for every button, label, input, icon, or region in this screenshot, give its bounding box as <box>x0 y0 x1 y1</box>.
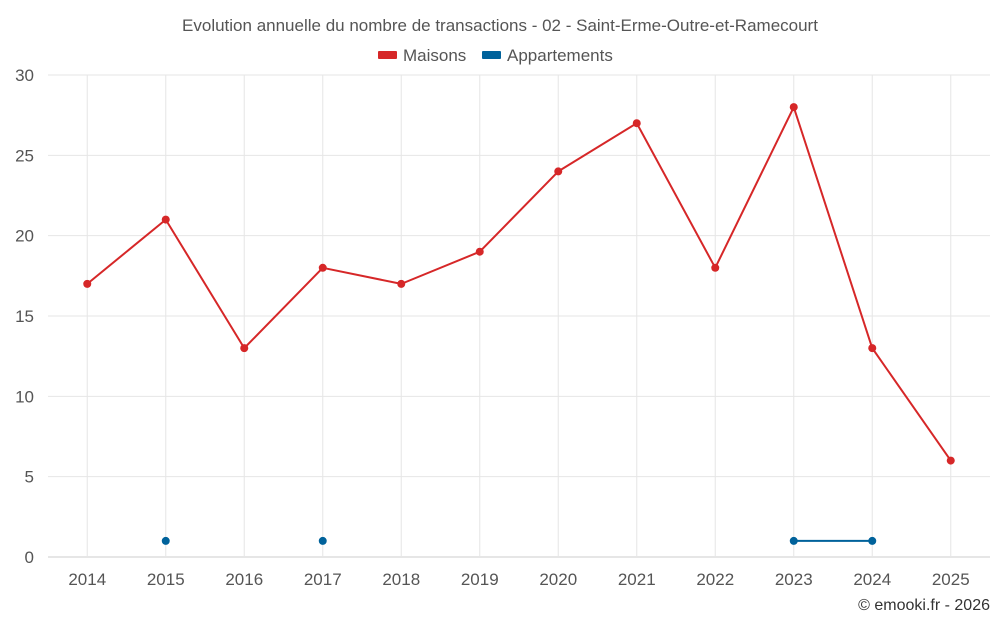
x-tick-label: 2022 <box>696 570 734 589</box>
data-point-appartements-2017[interactable] <box>318 536 327 545</box>
x-tick-label: 2021 <box>618 570 656 589</box>
series-line-maisons <box>86 106 952 462</box>
legend-swatch-maisons <box>378 51 397 59</box>
data-point-maisons-2023[interactable] <box>789 103 798 112</box>
data-point-maisons-2021[interactable] <box>632 119 641 128</box>
chart-title: Evolution annuelle du nombre de transact… <box>182 16 818 35</box>
x-tick-label: 2015 <box>147 570 185 589</box>
legend-label-appartements: Appartements <box>507 46 613 65</box>
legend: Maisons Appartements <box>378 46 613 65</box>
y-tick-label: 25 <box>15 146 34 165</box>
legend-swatch-appartements <box>482 51 501 59</box>
data-point-maisons-2017[interactable] <box>318 263 327 272</box>
data-point-maisons-2022[interactable] <box>711 263 720 272</box>
legend-item-appartements[interactable]: Appartements <box>482 46 613 65</box>
y-tick-label: 15 <box>15 307 34 326</box>
series-layer <box>83 103 955 545</box>
x-tick-label: 2017 <box>304 570 342 589</box>
legend-label-maisons: Maisons <box>403 46 466 65</box>
data-point-maisons-2016[interactable] <box>240 344 249 353</box>
y-axis: 0 5 10 15 20 25 30 <box>15 66 34 567</box>
data-point-appartements-2024[interactable] <box>868 536 877 545</box>
x-tick-label: 2025 <box>932 570 970 589</box>
x-tick-label: 2024 <box>853 570 891 589</box>
series-maisons <box>83 103 955 465</box>
data-point-appartements-2023[interactable] <box>789 536 798 545</box>
x-tick-label: 2019 <box>461 570 499 589</box>
y-tick-label: 30 <box>15 66 34 85</box>
y-tick-label: 0 <box>25 548 34 567</box>
chart-credit: © emooki.fr - 2026 <box>858 597 990 614</box>
data-point-maisons-2018[interactable] <box>397 279 406 288</box>
x-tick-label: 2018 <box>382 570 420 589</box>
data-point-maisons-2014[interactable] <box>83 279 92 288</box>
data-point-maisons-2024[interactable] <box>868 344 877 353</box>
data-point-maisons-2020[interactable] <box>554 167 563 176</box>
x-tick-label: 2020 <box>539 570 577 589</box>
x-tick-label: 2014 <box>68 570 106 589</box>
x-tick-label: 2023 <box>775 570 813 589</box>
data-point-maisons-2019[interactable] <box>475 247 484 256</box>
y-tick-label: 5 <box>25 468 34 487</box>
data-point-maisons-2015[interactable] <box>161 215 170 224</box>
x-axis: 2014 2015 2016 2017 2018 2019 2020 2021 2022 2023… <box>68 570 969 589</box>
data-point-maisons-2025[interactable] <box>946 456 955 465</box>
x-tick-label: 2016 <box>225 570 263 589</box>
legend-item-maisons[interactable]: Maisons <box>378 46 466 65</box>
y-tick-label: 10 <box>15 387 34 406</box>
series-appartements <box>161 536 877 545</box>
y-tick-label: 20 <box>15 227 34 246</box>
grid <box>48 74 990 558</box>
data-point-appartements-2015[interactable] <box>161 536 170 545</box>
